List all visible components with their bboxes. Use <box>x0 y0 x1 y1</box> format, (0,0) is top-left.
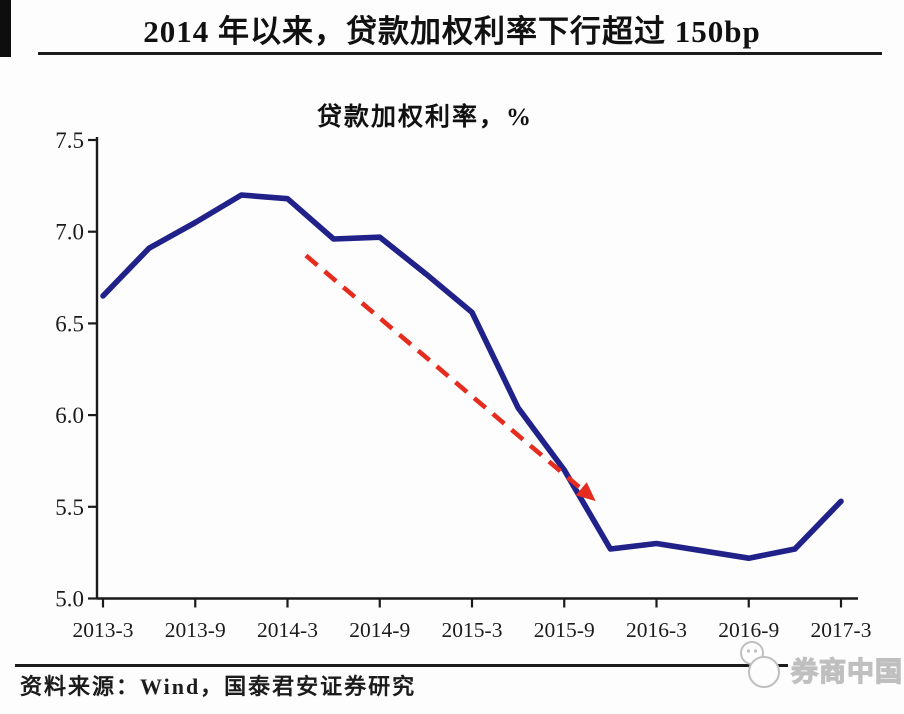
y-tick-label: 5.0 <box>55 587 84 612</box>
scan-artifact-bar <box>0 0 11 57</box>
y-tick-label: 7.0 <box>55 220 84 245</box>
x-tick-label: 2017-3 <box>811 618 872 642</box>
y-tick-label: 6.5 <box>55 311 84 336</box>
y-tick-label: 7.5 <box>55 128 84 153</box>
x-tick-label: 2016-9 <box>718 618 779 642</box>
x-tick-label: 2013-9 <box>165 618 226 642</box>
y-tick-label: 6.0 <box>55 403 84 428</box>
x-tick-label: 2015-3 <box>442 618 503 642</box>
watermark-text: 券商中国 <box>790 656 903 687</box>
trend-arrowhead <box>575 482 596 502</box>
chart-title: 贷款加权利率，% <box>316 104 533 131</box>
y-tick-label: 5.5 <box>55 495 84 520</box>
mascot-icon <box>740 641 780 688</box>
x-tick-label: 2015-9 <box>534 618 595 642</box>
page-title: 2014 年以来，贷款加权利率下行超过 150bp <box>143 14 761 49</box>
footer-divider <box>15 664 788 667</box>
x-tick-label: 2013-3 <box>73 618 134 642</box>
x-tick-label: 2014-3 <box>257 618 318 642</box>
trend-arrow-line <box>304 253 589 496</box>
x-tick-label: 2014-9 <box>349 618 410 642</box>
brand-watermark: 券商中国 <box>733 634 904 704</box>
title-divider <box>38 52 882 55</box>
source-note: 资料来源：Wind，国泰君安证券研究 <box>20 674 417 699</box>
x-tick-label: 2016-3 <box>626 618 687 642</box>
rate-line <box>100 192 844 562</box>
